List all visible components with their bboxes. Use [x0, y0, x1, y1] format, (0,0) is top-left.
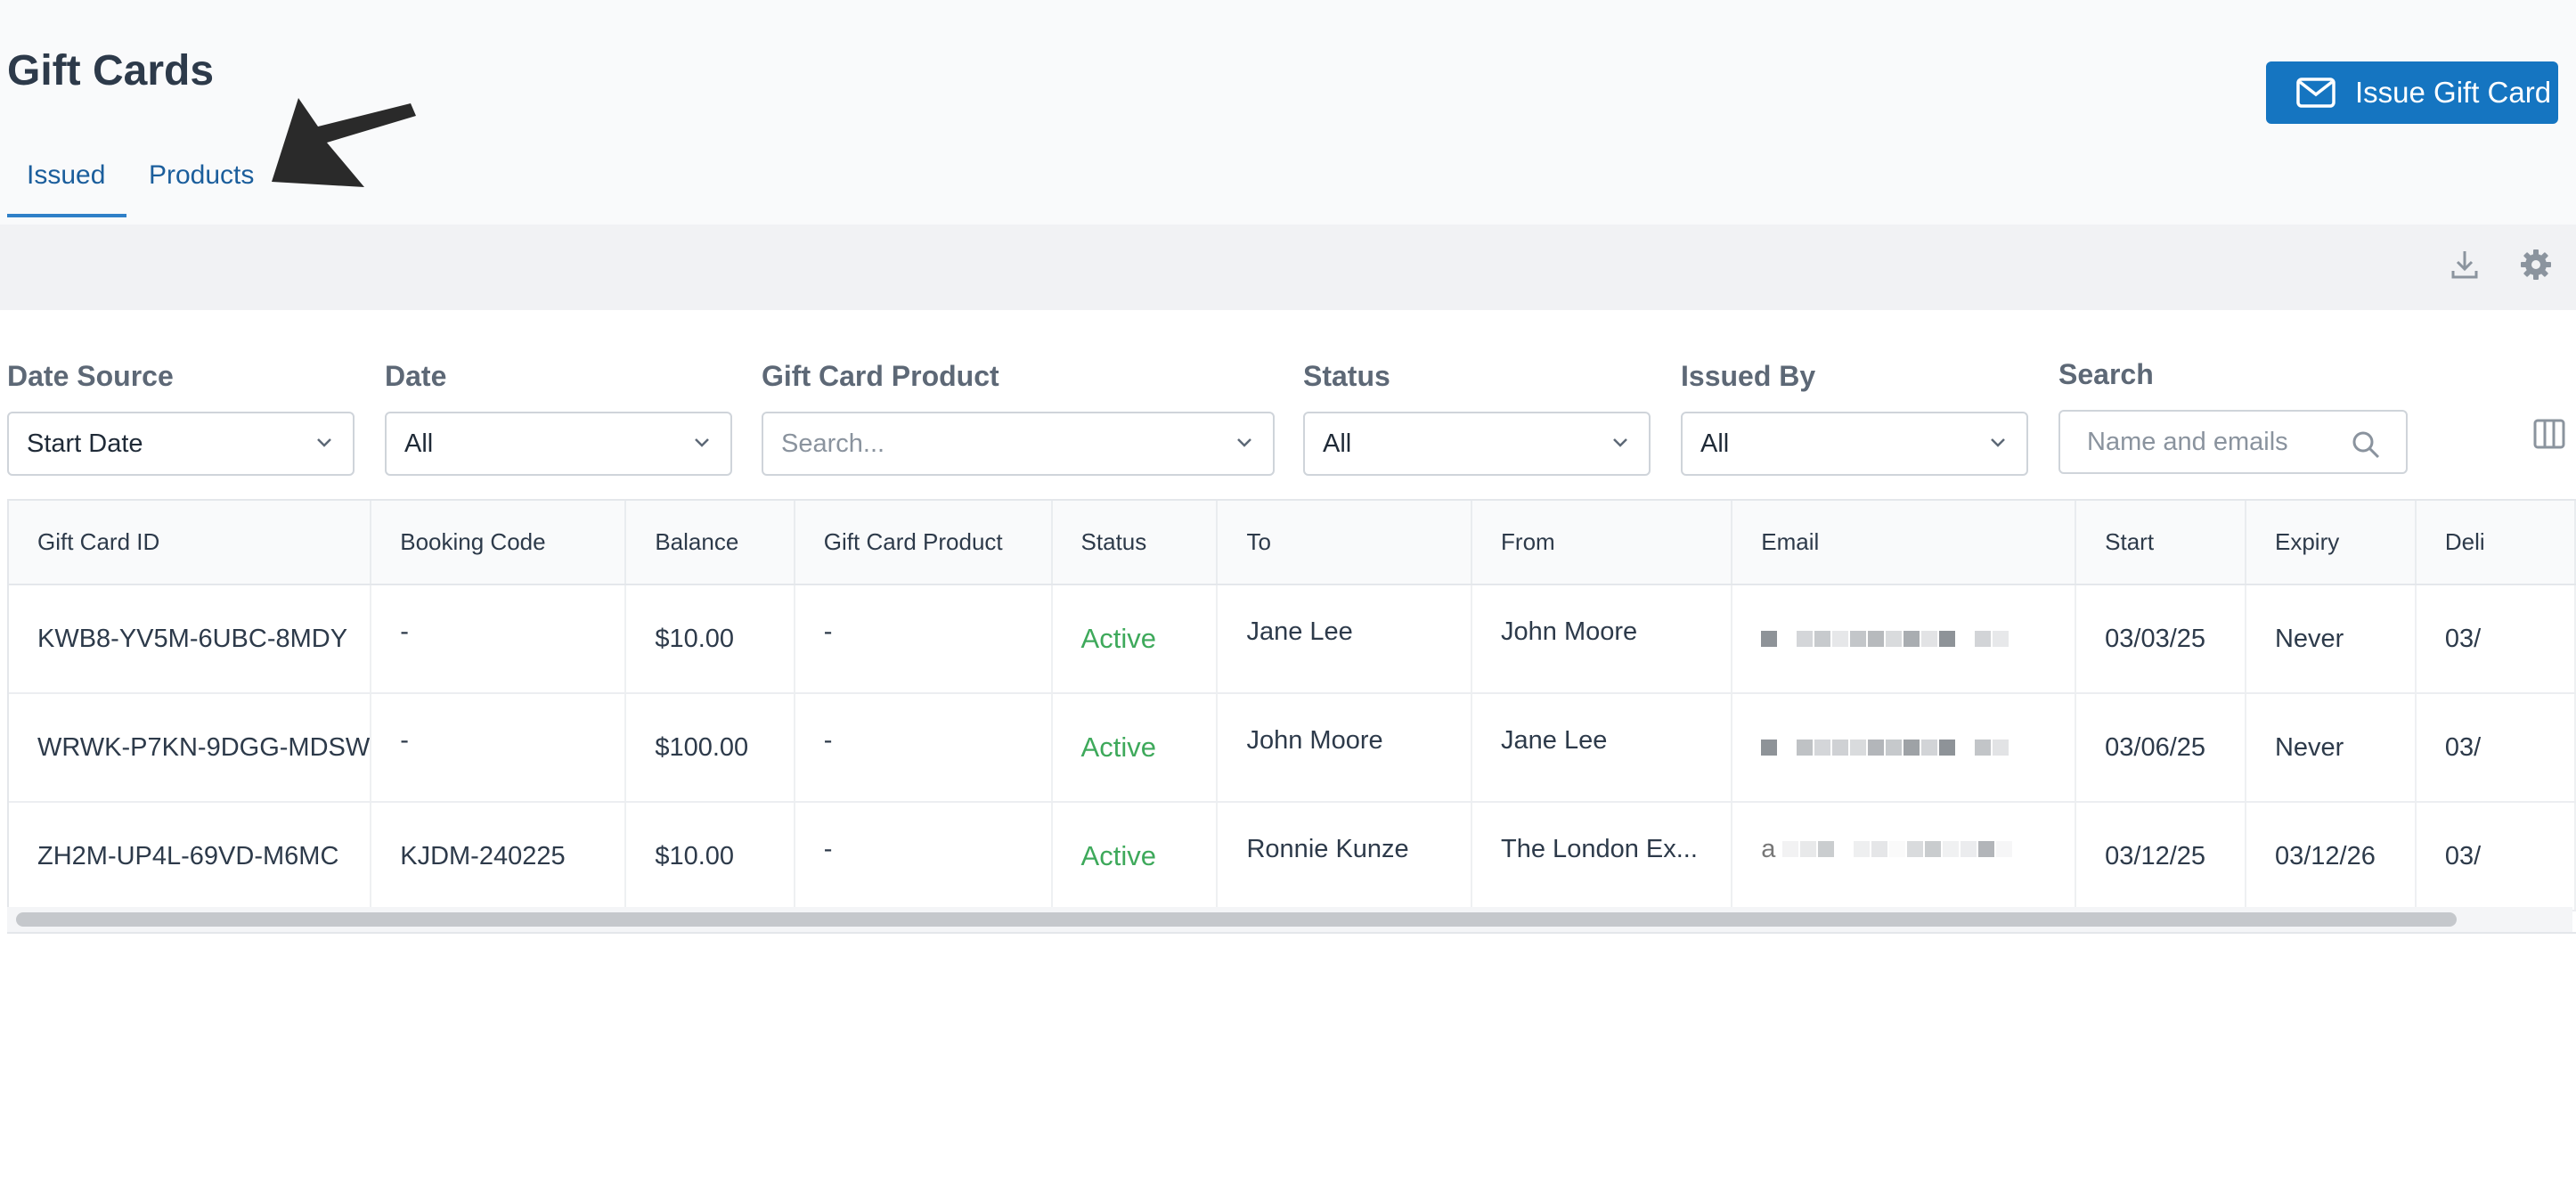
- gift-card-product-placeholder: Search...: [781, 429, 885, 458]
- issued-by-value: All: [1700, 429, 1730, 458]
- chevron-down-icon: [1237, 438, 1251, 447]
- balance: $10.00: [625, 584, 795, 694]
- email-prefix: a: [1761, 835, 1776, 863]
- gift-card-id[interactable]: KWB8-YV5M-6UBC-8MDY: [9, 584, 372, 694]
- search-label: Search: [2058, 358, 2154, 390]
- delivery-date: 03/: [2415, 584, 2576, 694]
- date-label: Date: [385, 360, 447, 392]
- booking-code: KJDM-240225: [371, 802, 627, 911]
- mail-icon: [2296, 78, 2336, 108]
- gift-card-product: -: [794, 693, 1053, 803]
- search-icon: [2352, 431, 2380, 459]
- download-icon[interactable]: [2450, 248, 2480, 282]
- gift-card-product: -: [794, 584, 1053, 694]
- column-header[interactable]: Start: [2075, 501, 2246, 585]
- column-header[interactable]: Booking Code: [371, 501, 627, 585]
- date-source-value: Start Date: [27, 429, 143, 458]
- recipient-name: Ronnie Kunze: [1217, 802, 1473, 911]
- search-placeholder: Name and emails: [2087, 427, 2288, 456]
- delivery-date: 03/: [2415, 802, 2576, 911]
- email-redacted: a: [1732, 802, 2077, 911]
- column-header[interactable]: Balance: [625, 501, 795, 585]
- redacted-email-pixels: [1761, 628, 2010, 650]
- booking-code: -: [371, 584, 627, 694]
- expiry-date: Never: [2245, 584, 2417, 694]
- search-input[interactable]: Name and emails: [2058, 410, 2408, 474]
- column-header[interactable]: To: [1217, 501, 1473, 585]
- table-header-row: Gift Card ID Booking Code Balance Gift C…: [9, 501, 2576, 585]
- column-header[interactable]: Gift Card ID: [9, 501, 372, 585]
- status-badge: Active: [1051, 802, 1219, 911]
- date-value: All: [404, 429, 434, 458]
- balance: $10.00: [625, 802, 795, 911]
- column-header[interactable]: Email: [1732, 501, 2077, 585]
- expiry-date: 03/12/26: [2245, 802, 2417, 911]
- recipient-name: John Moore: [1217, 693, 1473, 803]
- gear-icon[interactable]: [2519, 248, 2553, 282]
- chevron-down-icon: [317, 438, 331, 447]
- chevron-down-icon: [695, 438, 709, 447]
- status-filter-label: Status: [1303, 360, 1390, 392]
- expiry-date: Never: [2245, 693, 2417, 803]
- table-toolbar: [0, 225, 2576, 310]
- page-header: [0, 0, 2576, 225]
- gift-card-id[interactable]: WRWK-P7KN-9DGG-MDSW: [9, 693, 372, 803]
- columns-icon[interactable]: [2533, 419, 2565, 449]
- email-redacted: [1732, 693, 2077, 803]
- recipient-name: Jane Lee: [1217, 584, 1473, 694]
- date-source-select[interactable]: Start Date: [7, 412, 355, 476]
- table-row[interactable]: WRWK-P7KN-9DGG-MDSW - $100.00 - Active J…: [9, 693, 2576, 803]
- status-badge: Active: [1051, 693, 1219, 803]
- email-redacted: [1732, 584, 2077, 694]
- column-header[interactable]: Status: [1051, 501, 1219, 585]
- balance: $100.00: [625, 693, 795, 803]
- redacted-email-pixels: [1761, 737, 2010, 758]
- active-tab-indicator: [7, 214, 126, 217]
- table-row[interactable]: KWB8-YV5M-6UBC-8MDY - $10.00 - Active Ja…: [9, 584, 2576, 694]
- date-source-label: Date Source: [7, 360, 174, 392]
- column-header[interactable]: Deli: [2415, 501, 2576, 585]
- start-date: 03/06/25: [2075, 693, 2246, 803]
- status-filter-value: All: [1323, 429, 1352, 458]
- booking-code: -: [371, 693, 627, 803]
- start-date: 03/12/25: [2075, 802, 2246, 911]
- chevron-down-icon: [1991, 438, 2005, 447]
- gift-card-product-label: Gift Card Product: [762, 360, 999, 392]
- issued-by-label: Issued By: [1681, 360, 1816, 392]
- column-header[interactable]: Expiry: [2245, 501, 2417, 585]
- tab-issued[interactable]: Issued: [27, 160, 106, 190]
- annotation-arrow-icon: [272, 98, 416, 187]
- issue-gift-card-button[interactable]: Issue Gift Card: [2266, 61, 2558, 124]
- delivery-date: 03/: [2415, 693, 2576, 803]
- gift-cards-table: Gift Card ID Booking Code Balance Gift C…: [7, 499, 2576, 934]
- gift-card-product-select[interactable]: Search...: [762, 412, 1275, 476]
- table-row[interactable]: ZH2M-UP4L-69VD-M6MC KJDM-240225 $10.00 -…: [9, 802, 2576, 911]
- column-header[interactable]: Gift Card Product: [794, 501, 1053, 585]
- page-title: Gift Cards: [7, 47, 215, 94]
- start-date: 03/03/25: [2075, 584, 2246, 694]
- status-select[interactable]: All: [1303, 412, 1651, 476]
- sender-name: John Moore: [1471, 584, 1733, 694]
- horizontal-scrollbar[interactable]: [16, 912, 2457, 927]
- issued-by-select[interactable]: All: [1681, 412, 2028, 476]
- sender-name: Jane Lee: [1471, 693, 1733, 803]
- issue-gift-card-label: Issue Gift Card: [2355, 76, 2552, 109]
- redacted-email-pixels: [1782, 838, 2014, 860]
- status-badge: Active: [1051, 584, 1219, 694]
- chevron-down-icon: [1613, 438, 1627, 447]
- gift-card-id[interactable]: ZH2M-UP4L-69VD-M6MC: [9, 802, 372, 911]
- gift-card-product: -: [794, 802, 1053, 911]
- tab-products[interactable]: Products: [149, 160, 255, 190]
- column-header[interactable]: From: [1471, 501, 1733, 585]
- date-select[interactable]: All: [385, 412, 732, 476]
- sender-name: The London Ex...: [1471, 802, 1733, 911]
